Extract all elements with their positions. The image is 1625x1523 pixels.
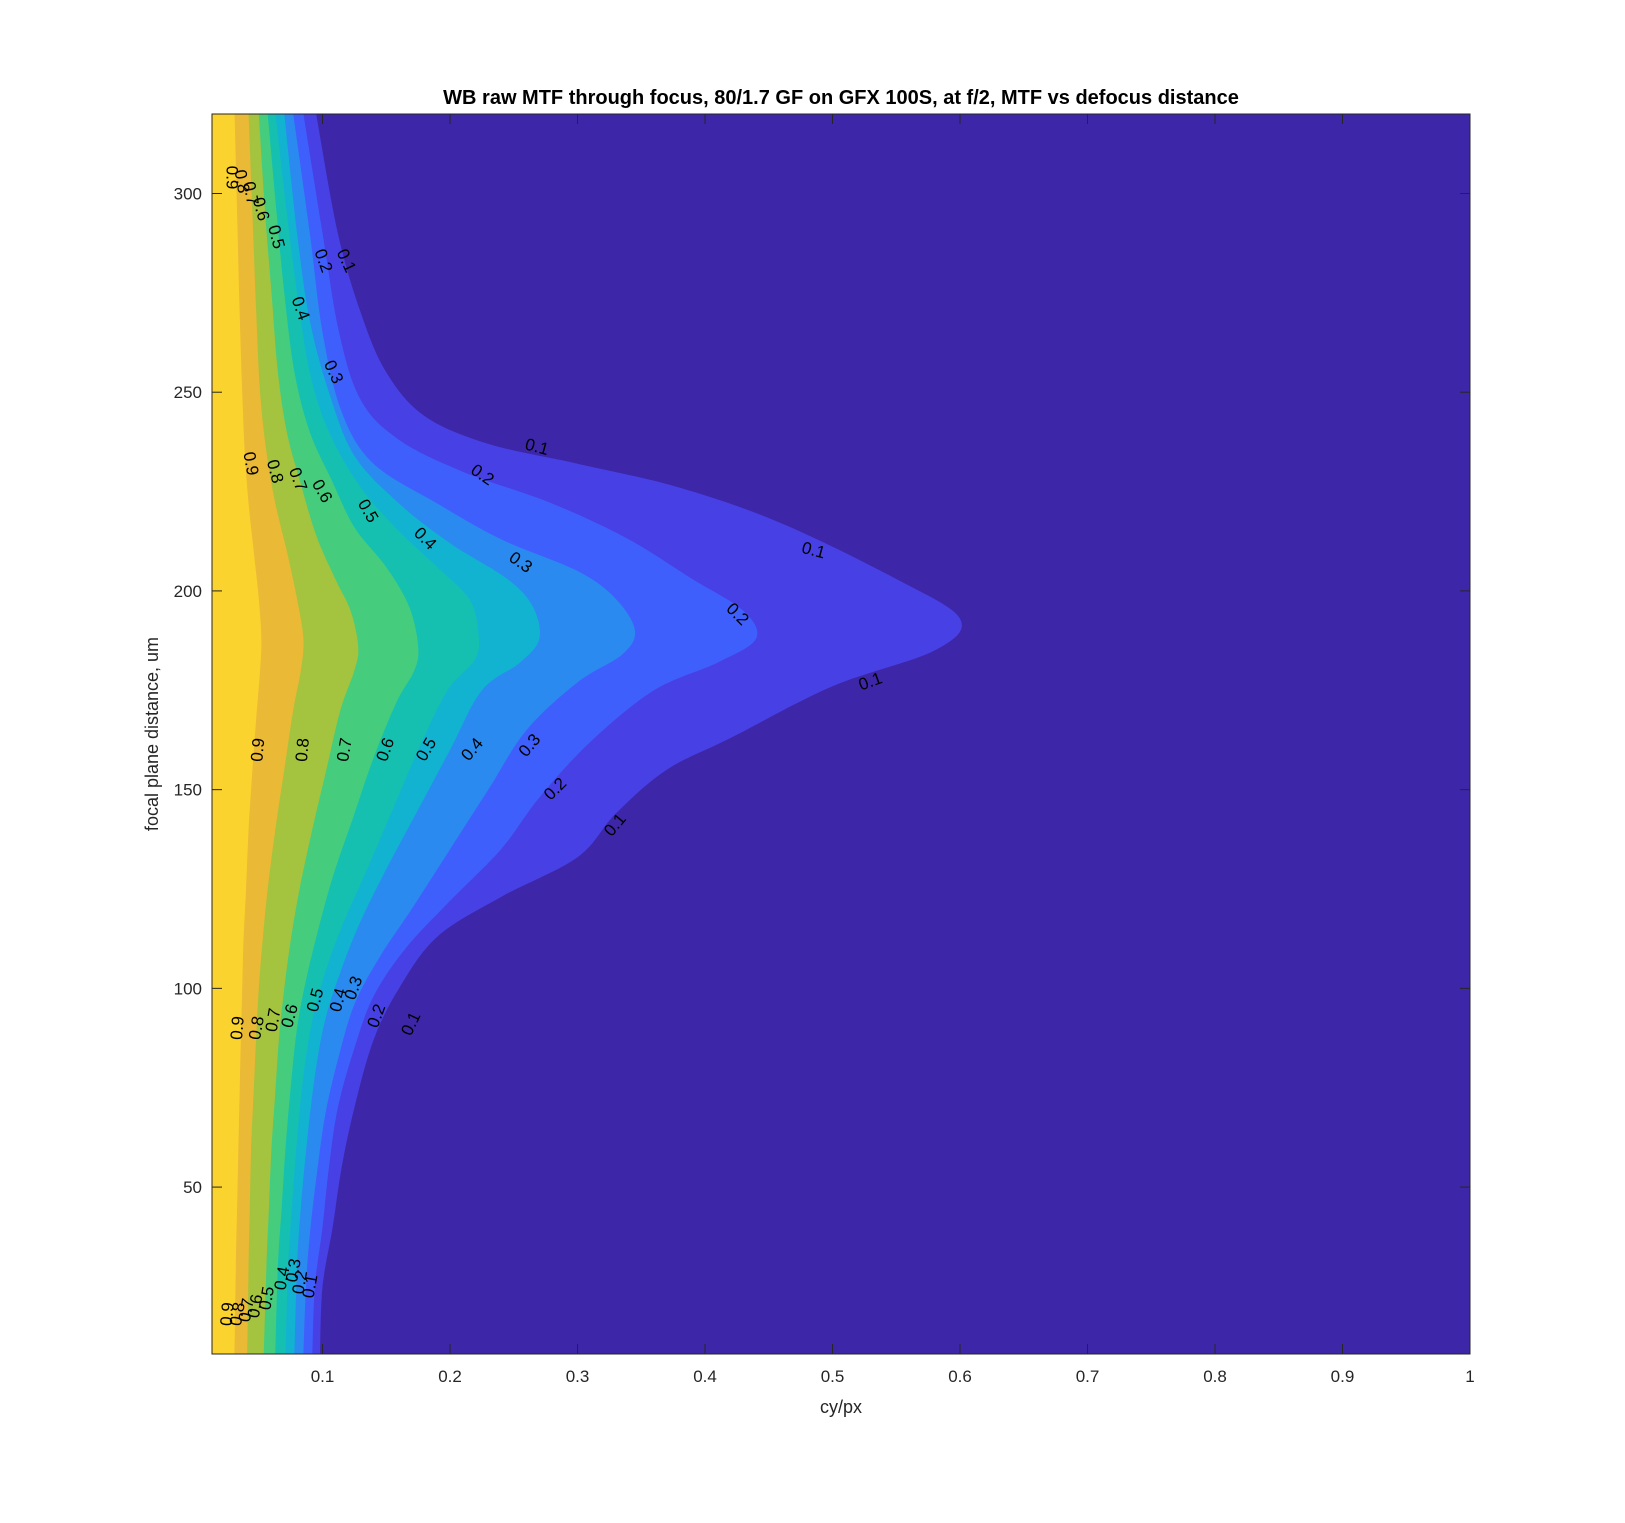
plot-frame [211, 113, 1471, 1355]
contour-label: 0.8 [231, 168, 254, 195]
contour-label: 0.8 [292, 737, 313, 762]
x-tick-label: 0.6 [948, 1367, 972, 1386]
contour-label: 0.7 [333, 736, 356, 763]
y-tick-label: 100 [174, 979, 202, 998]
contour-label: 0.9 [239, 450, 262, 477]
y-tick-label: 200 [174, 582, 202, 601]
contour-label: 0.2 [288, 1269, 311, 1296]
y-tick-label: 50 [183, 1178, 202, 1197]
contour-label: 0.9 [222, 166, 241, 190]
contour-label: 0.8 [226, 1301, 249, 1328]
y-tick-label: 250 [174, 383, 202, 402]
contour-label: 0.7 [239, 180, 262, 207]
x-tick-label: 0.3 [566, 1367, 590, 1386]
x-tick-label: 0.2 [438, 1367, 462, 1386]
contour-fills [212, 114, 962, 1354]
contour-label: 0.7 [262, 1007, 285, 1034]
contour-label: 0.6 [244, 1293, 267, 1320]
x-tick-label: 0.4 [693, 1367, 717, 1386]
x-axis-ticks: 0.1 0.2 0.3 0.4 0.5 0.6 0.7 0.8 0.9 1 [311, 114, 1475, 1386]
contour-label: 0.9 [217, 1302, 238, 1327]
contour-band-0.9 [212, 114, 262, 1354]
y-axis-ticks: 50 100 150 200 250 300 [174, 184, 1470, 1197]
x-tick-label: 0.9 [1331, 1367, 1355, 1386]
y-tick-label: 300 [174, 184, 202, 203]
chart-title: WB raw MTF through focus, 80/1.7 GF on G… [443, 87, 1239, 109]
contour-label: 0.1 [299, 1273, 322, 1300]
y-tick-label: 150 [174, 781, 202, 800]
contour-label: 0.3 [282, 1257, 305, 1284]
contour-label: 0.5 [255, 1285, 278, 1312]
plot-area: 0.90.80.70.60.50.20.10.40.30.10.9 0.80.70… [211, 113, 1471, 1355]
x-tick-label: 0.5 [821, 1367, 845, 1386]
x-tick-label: 0.7 [1076, 1367, 1100, 1386]
x-tick-label: 0.8 [1203, 1367, 1227, 1386]
x-tick-label: 1 [1465, 1367, 1474, 1386]
contour-label: 0.9 [247, 737, 268, 762]
contour-label: 0.4 [271, 1265, 294, 1292]
contour-label: 0.8 [245, 1015, 268, 1042]
y-axis-label: focal plane distance, um [142, 637, 162, 831]
x-axis-label: cy/px [820, 1397, 862, 1417]
contour-label: 0.7 [235, 1297, 258, 1324]
x-tick-label: 0.1 [311, 1367, 335, 1386]
contour-label: 0.9 [227, 1015, 248, 1040]
